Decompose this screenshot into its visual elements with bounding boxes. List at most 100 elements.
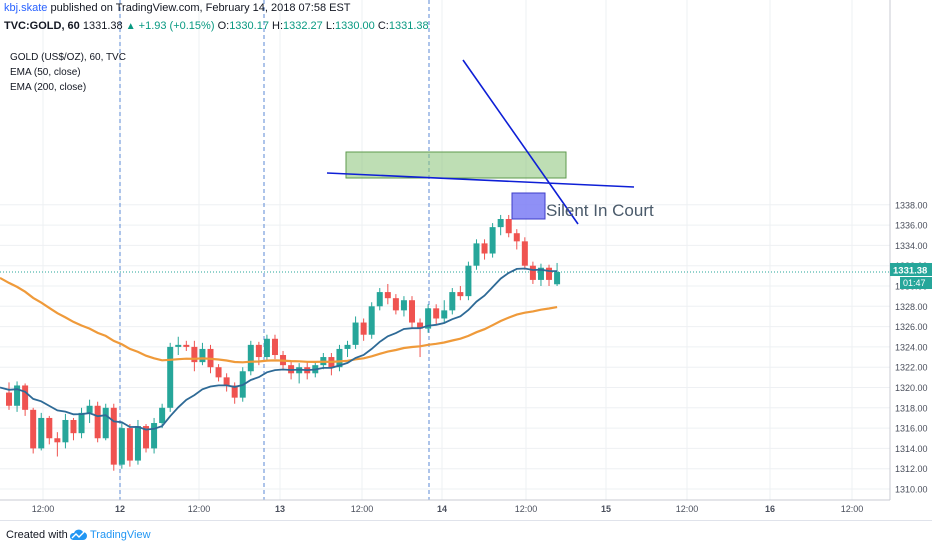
candle-body <box>151 423 158 449</box>
candle-body <box>465 265 472 297</box>
candle-body <box>546 267 553 280</box>
candle-body <box>554 271 561 285</box>
legend-ema50[interactable]: EMA (50, close) <box>10 67 81 78</box>
low-value: 1330.00 <box>335 20 375 32</box>
symbol-label: TVC:GOLD, 60 <box>4 20 80 32</box>
descending-trendline <box>462 59 579 225</box>
candle-body <box>409 300 415 323</box>
x-tick-label: 12:00 <box>188 504 211 514</box>
high-value: 1332.27 <box>283 20 323 32</box>
candle-body <box>6 392 12 406</box>
time-axis[interactable]: 12:00 12 12:00 13 12:00 14 12:00 15 12:00 16 12:00 <box>0 499 890 514</box>
x-tick-label: 14 <box>437 504 447 514</box>
x-tick-label: 13 <box>275 504 285 514</box>
grid-lines <box>0 0 890 500</box>
candle-body <box>537 267 544 280</box>
trend-drawings: Silent In Court <box>326 59 654 225</box>
candle-body <box>255 344 262 358</box>
candle-body <box>247 344 254 372</box>
candlesticks <box>6 214 561 471</box>
y-tick-label: 1310.00 <box>895 485 928 495</box>
plot-background <box>0 0 890 500</box>
candle-body <box>481 243 488 254</box>
candle-body <box>497 219 504 228</box>
publish-header: kbj.skate published on TradingView.com, … <box>4 2 351 14</box>
countdown-tag <box>900 276 932 289</box>
tradingview-cloud-icon[interactable] <box>68 528 88 542</box>
candle-body <box>118 428 125 465</box>
candle-body <box>126 428 133 461</box>
candle-body <box>30 409 37 449</box>
candle-body <box>143 426 150 449</box>
y-tick-label: 1316.00 <box>895 424 928 434</box>
candle-body <box>441 310 448 319</box>
moving-averages <box>0 267 558 431</box>
candle-body <box>38 417 45 449</box>
candle-body <box>489 227 496 254</box>
candle-body <box>384 292 391 299</box>
x-tick-label: 12:00 <box>841 504 864 514</box>
ema50-line <box>0 267 558 431</box>
neckline-trendline <box>326 172 635 188</box>
tradingview-link[interactable]: TradingView <box>90 529 151 541</box>
candle-body <box>54 438 61 443</box>
legend-instrument[interactable]: GOLD (US$/OZ), 60, TVC <box>10 52 126 63</box>
candle-body <box>368 306 375 335</box>
support-zone <box>345 151 567 179</box>
candle-body <box>183 344 190 347</box>
price-axis[interactable]: 1310.00 1312.00 1314.00 1316.00 1318.00 1320.… <box>889 0 932 520</box>
candle-body <box>425 308 432 329</box>
candle-body <box>215 367 222 378</box>
candle-body <box>433 308 440 319</box>
candle-body <box>159 407 166 424</box>
candle-body <box>167 346 174 408</box>
created-with-text: Created with <box>6 529 68 541</box>
y-tick-label: 1326.00 <box>895 322 928 332</box>
candle-body <box>417 322 424 329</box>
high-label: H: <box>272 20 284 32</box>
close-value: 1331.38 <box>388 20 429 32</box>
note-box <box>511 192 546 220</box>
session-separators <box>0 0 890 500</box>
candle-body <box>336 348 343 368</box>
last-price-tag <box>890 262 932 276</box>
y-tick-label: 1324.00 <box>895 342 928 352</box>
last-price: 1331.38 <box>82 20 123 32</box>
candle-body <box>271 338 278 356</box>
legend-ema200[interactable]: EMA (200, close) <box>10 82 87 93</box>
y-axis-bg <box>890 0 932 520</box>
candle-body <box>110 407 117 465</box>
candle-body <box>134 426 141 461</box>
price-chart[interactable]: Silent In Court 1310.001312.001314.00131… <box>0 0 932 520</box>
author-link[interactable]: kbj.skate <box>4 2 48 14</box>
published-text: published on TradingView.com, February 1… <box>50 2 351 14</box>
x-tick-label: 12:00 <box>515 504 538 514</box>
open-value: 1330.17 <box>229 20 269 32</box>
candle-body <box>521 241 528 266</box>
close-label: C: <box>377 20 389 32</box>
y-tick-label: 1328.00 <box>895 302 928 312</box>
candle-body <box>263 338 270 358</box>
x-tick-label: 16 <box>765 504 775 514</box>
candle-body <box>457 292 464 297</box>
countdown-label: 01:47 <box>903 278 926 288</box>
candle-body <box>22 385 29 410</box>
candle-body <box>376 292 383 307</box>
x-tick-label: 12 <box>115 504 125 514</box>
candle-body <box>360 322 367 335</box>
y-tick-label: 1334.00 <box>895 241 928 251</box>
candle-body <box>78 412 85 434</box>
x-tick-label: 15 <box>601 504 611 514</box>
up-arrow-icon: ▲ <box>125 21 136 32</box>
y-tick-label: 1322.00 <box>895 363 928 373</box>
candle-body <box>86 405 93 413</box>
change-value: +1.93 (+0.15%) <box>138 20 215 32</box>
y-tick-label: 1318.00 <box>895 403 928 413</box>
candle-body <box>529 265 536 280</box>
candle-body <box>70 419 77 434</box>
candle-body <box>102 407 109 439</box>
candle-body <box>505 219 512 234</box>
candle-body <box>223 377 230 386</box>
candle-body <box>392 298 399 311</box>
candle-body <box>513 233 520 242</box>
